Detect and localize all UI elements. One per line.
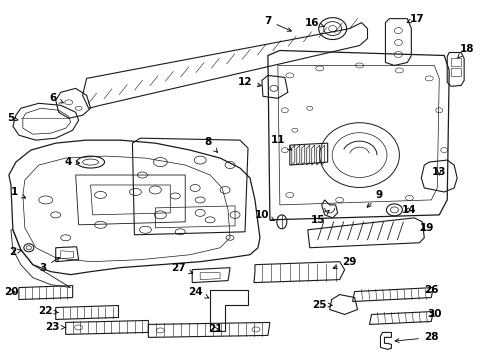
Text: 30: 30 <box>426 310 441 319</box>
Text: 28: 28 <box>394 332 438 343</box>
Text: 19: 19 <box>419 223 434 233</box>
Text: 8: 8 <box>204 137 217 152</box>
Text: 29: 29 <box>332 257 356 269</box>
Text: 16: 16 <box>304 18 324 28</box>
Text: 21: 21 <box>207 324 222 334</box>
Text: 10: 10 <box>254 210 274 221</box>
Text: 20: 20 <box>3 287 18 297</box>
Text: 17: 17 <box>406 14 424 24</box>
Text: 26: 26 <box>423 284 438 294</box>
Text: 18: 18 <box>456 44 473 58</box>
Text: 13: 13 <box>431 167 446 177</box>
Text: 11: 11 <box>270 135 291 150</box>
Text: 6: 6 <box>49 93 63 103</box>
Text: 23: 23 <box>45 323 65 332</box>
Text: 2: 2 <box>9 247 22 257</box>
Text: 22: 22 <box>39 306 59 316</box>
Text: 7: 7 <box>264 15 291 31</box>
Text: 24: 24 <box>187 287 208 298</box>
Text: 3: 3 <box>39 258 60 273</box>
Text: 27: 27 <box>171 263 192 274</box>
Text: 5: 5 <box>7 113 18 123</box>
Text: 4: 4 <box>65 157 80 167</box>
Text: 25: 25 <box>312 300 332 310</box>
Text: 15: 15 <box>310 210 328 225</box>
Text: 1: 1 <box>11 187 25 198</box>
Text: 9: 9 <box>366 190 382 207</box>
Text: 14: 14 <box>401 205 416 215</box>
Text: 12: 12 <box>237 77 261 87</box>
